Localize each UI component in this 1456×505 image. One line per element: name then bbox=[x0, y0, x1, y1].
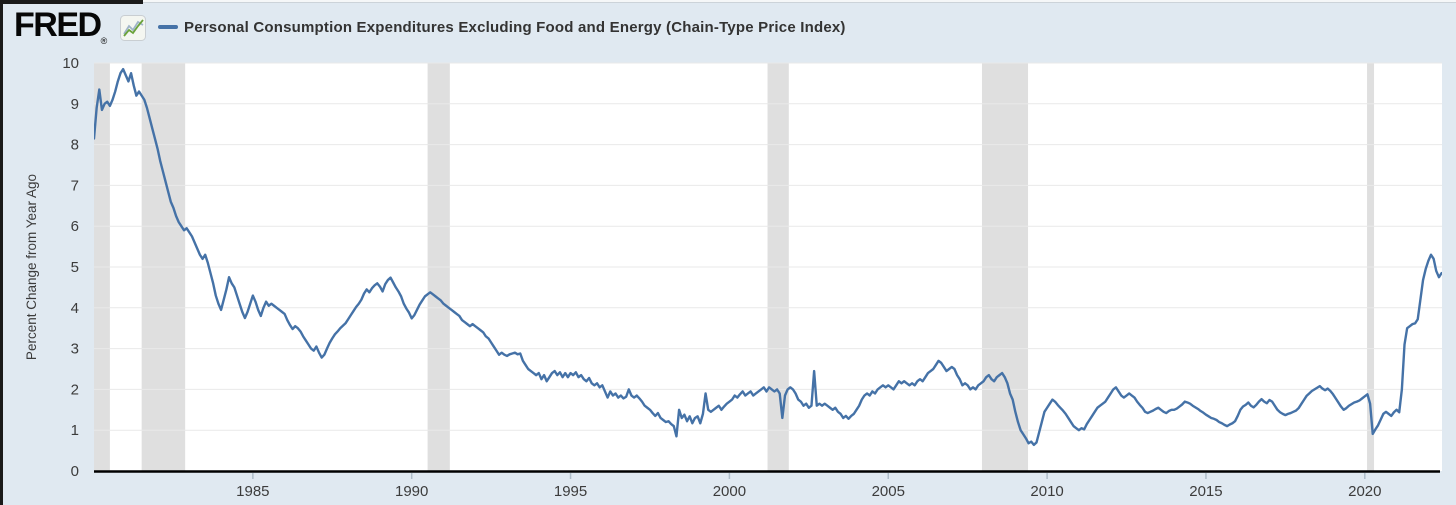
y-axis-tick-label: 5 bbox=[71, 259, 79, 276]
x-axis-tick-label: 1995 bbox=[554, 483, 587, 500]
x-axis-tick-label: 2000 bbox=[713, 483, 746, 500]
y-axis-title: Percent Change from Year Ago bbox=[24, 174, 39, 360]
window-top-left-edge bbox=[0, 0, 143, 4]
y-axis-tick-label: 0 bbox=[71, 463, 79, 480]
fred-logo[interactable]: FRED® bbox=[14, 6, 108, 46]
y-axis-tick-label: 3 bbox=[71, 341, 79, 358]
x-axis-tick-label: 2010 bbox=[1030, 483, 1063, 500]
y-axis-tick-label: 6 bbox=[71, 218, 79, 235]
x-axis-tick-label: 2015 bbox=[1189, 483, 1222, 500]
y-axis-tick-label: 7 bbox=[71, 177, 79, 194]
series-legend-dash[interactable] bbox=[158, 25, 178, 29]
x-axis-tick-label: 2020 bbox=[1348, 483, 1381, 500]
window-top-edge bbox=[143, 0, 1456, 3]
window-left-edge bbox=[0, 0, 3, 505]
x-axis-tick-label: 1985 bbox=[236, 483, 269, 500]
x-axis-tick-label: 2005 bbox=[872, 483, 905, 500]
y-axis-tick-label: 4 bbox=[71, 300, 79, 317]
series-line bbox=[94, 67, 1442, 447]
y-axis-tick-label: 1 bbox=[71, 422, 79, 439]
y-axis-tick-label: 8 bbox=[71, 137, 79, 154]
fred-sparkline-icon bbox=[120, 15, 146, 41]
y-axis-tick-label: 9 bbox=[71, 96, 79, 113]
y-axis-tick-label: 10 bbox=[62, 55, 79, 72]
x-axis-tick-label: 1990 bbox=[395, 483, 428, 500]
chart-title: Personal Consumption Expenditures Exclud… bbox=[184, 19, 846, 36]
registered-mark: ® bbox=[100, 36, 108, 46]
y-axis-tick-label: 2 bbox=[71, 381, 79, 398]
